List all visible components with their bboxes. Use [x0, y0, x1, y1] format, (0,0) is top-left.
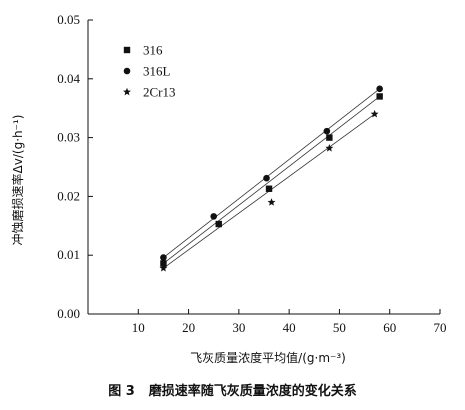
- x-tick-label: 10: [132, 320, 145, 335]
- legend-marker-316l: [123, 67, 131, 75]
- point-316l: [323, 127, 331, 135]
- caption-text: 磨损速率随飞灰质量浓度的变化关系: [148, 384, 357, 399]
- fit-line-316: [163, 96, 380, 264]
- point-316: [215, 220, 222, 228]
- point-316: [326, 134, 333, 141]
- erosion-rate-chart: 0.00 0.01 0.02 0.03 0.04 0.05 10 20 30 40 50 60 70 3…: [10, 12, 447, 365]
- legend-label-2cr13: 2Cr13: [143, 85, 176, 100]
- point-316l: [210, 213, 218, 220]
- legend-label-316: 316: [143, 43, 163, 58]
- legend-marker-316: [123, 46, 131, 54]
- point-2cr13: [325, 143, 334, 152]
- legend-marker-2cr13: [123, 87, 131, 96]
- fit-line-316l: [163, 88, 380, 258]
- point-316: [376, 93, 383, 100]
- point-316: [265, 185, 273, 192]
- x-tick-label: 30: [232, 320, 245, 335]
- point-2cr13: [267, 198, 276, 206]
- legend: 316 316L 2Cr13: [123, 43, 176, 100]
- point-316l: [263, 174, 270, 182]
- x-tick-label: 20: [182, 320, 195, 335]
- axes: 0.00 0.01 0.02 0.03 0.04 0.05 10 20 30 40 50 60 70: [57, 12, 446, 335]
- point-2cr13: [370, 109, 379, 118]
- legend-label-316l: 316L: [143, 64, 171, 79]
- x-tick-label: 40: [283, 320, 296, 335]
- y-tick-label: 0.02: [57, 188, 80, 203]
- x-axis-title: 飞灰质量浓度平均值/(g·m⁻³): [190, 350, 346, 365]
- y-tick-label: 0.04: [57, 71, 80, 86]
- x-tick-label: 50: [333, 320, 346, 335]
- figure-number: 图 3: [108, 384, 135, 399]
- figure-caption: 图 3 磨损速率随飞灰质量浓度的变化关系: [0, 380, 465, 399]
- x-tick-label: 60: [383, 320, 396, 335]
- y-tick-label: 0.01: [57, 247, 80, 262]
- y-axis-title: 冲蚀磨损速率Δv/(g·h⁻¹): [10, 115, 25, 246]
- fit-lines: [163, 88, 380, 269]
- point-316l: [160, 254, 167, 261]
- y-tick-label: 0.03: [57, 130, 80, 145]
- y-tick-label: 0.00: [57, 306, 80, 321]
- point-316: [160, 260, 167, 267]
- point-316l: [376, 85, 383, 93]
- point-2cr13: [159, 263, 168, 272]
- y-tick-label: 0.05: [57, 12, 80, 27]
- data-points: [159, 85, 383, 272]
- x-tick-label: 70: [434, 320, 447, 335]
